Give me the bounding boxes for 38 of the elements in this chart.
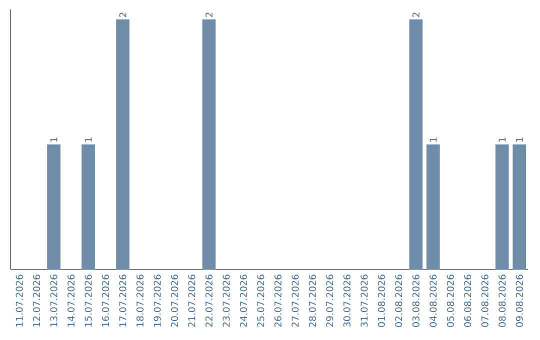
x-tick-label: 27.07.2026: [292, 274, 299, 327]
x-tick-label: 08.08.2026: [498, 274, 506, 327]
x-tick-label: 24.07.2026: [240, 274, 247, 327]
data-label: 1: [498, 138, 506, 142]
x-tick-label: 21.07.2026: [188, 274, 196, 327]
data-label: 1: [50, 138, 58, 142]
data-label: 2: [412, 12, 420, 18]
data-label: 2: [119, 12, 126, 18]
data-label: 1: [516, 138, 523, 142]
x-tick-label: 26.07.2026: [274, 274, 282, 327]
x-tick-label: 09.08.2026: [516, 274, 523, 327]
x-tick-label: 28.07.2026: [308, 274, 316, 327]
x-tick-label: 04.08.2026: [430, 274, 437, 327]
x-tick-label: 12.07.2026: [33, 274, 40, 326]
x-tick-label: 18.07.2026: [136, 274, 144, 326]
x-tick-label: 13.07.2026: [50, 274, 58, 326]
x-tick-label: 17.07.2026: [119, 274, 126, 326]
x-tick-label: 29.07.2026: [326, 274, 334, 327]
x-tick-label: 06.08.2026: [464, 274, 472, 327]
x-tick-label: 11.07.2026: [16, 274, 23, 326]
x-tick-label: 15.07.2026: [84, 274, 92, 326]
x-tick-label: 25.07.2026: [257, 274, 264, 327]
x-tick-label: 01.08.2026: [378, 274, 385, 327]
x-tick-label: 31.07.2026: [360, 274, 368, 327]
data-label: 1: [430, 138, 437, 142]
x-tick-label: 30.07.2026: [343, 274, 350, 327]
x-tick-label: 22.07.2026: [205, 274, 212, 327]
x-tick-label: 20.07.2026: [170, 274, 178, 327]
x-tick-label: 03.08.2026: [412, 274, 420, 327]
x-tick-label: 23.07.2026: [222, 274, 230, 327]
x-tick-label: 19.07.2026: [154, 274, 161, 326]
x-tick-label: 05.08.2026: [446, 274, 454, 327]
x-tick-label: 16.07.2026: [102, 274, 110, 326]
data-label: 1: [84, 138, 92, 142]
x-tick-label: 14.07.2026: [68, 274, 75, 326]
data-label: 2: [206, 12, 212, 18]
x-tick-label: 02.08.2026: [395, 274, 402, 327]
x-tick-label: 07.08.2026: [481, 274, 488, 327]
